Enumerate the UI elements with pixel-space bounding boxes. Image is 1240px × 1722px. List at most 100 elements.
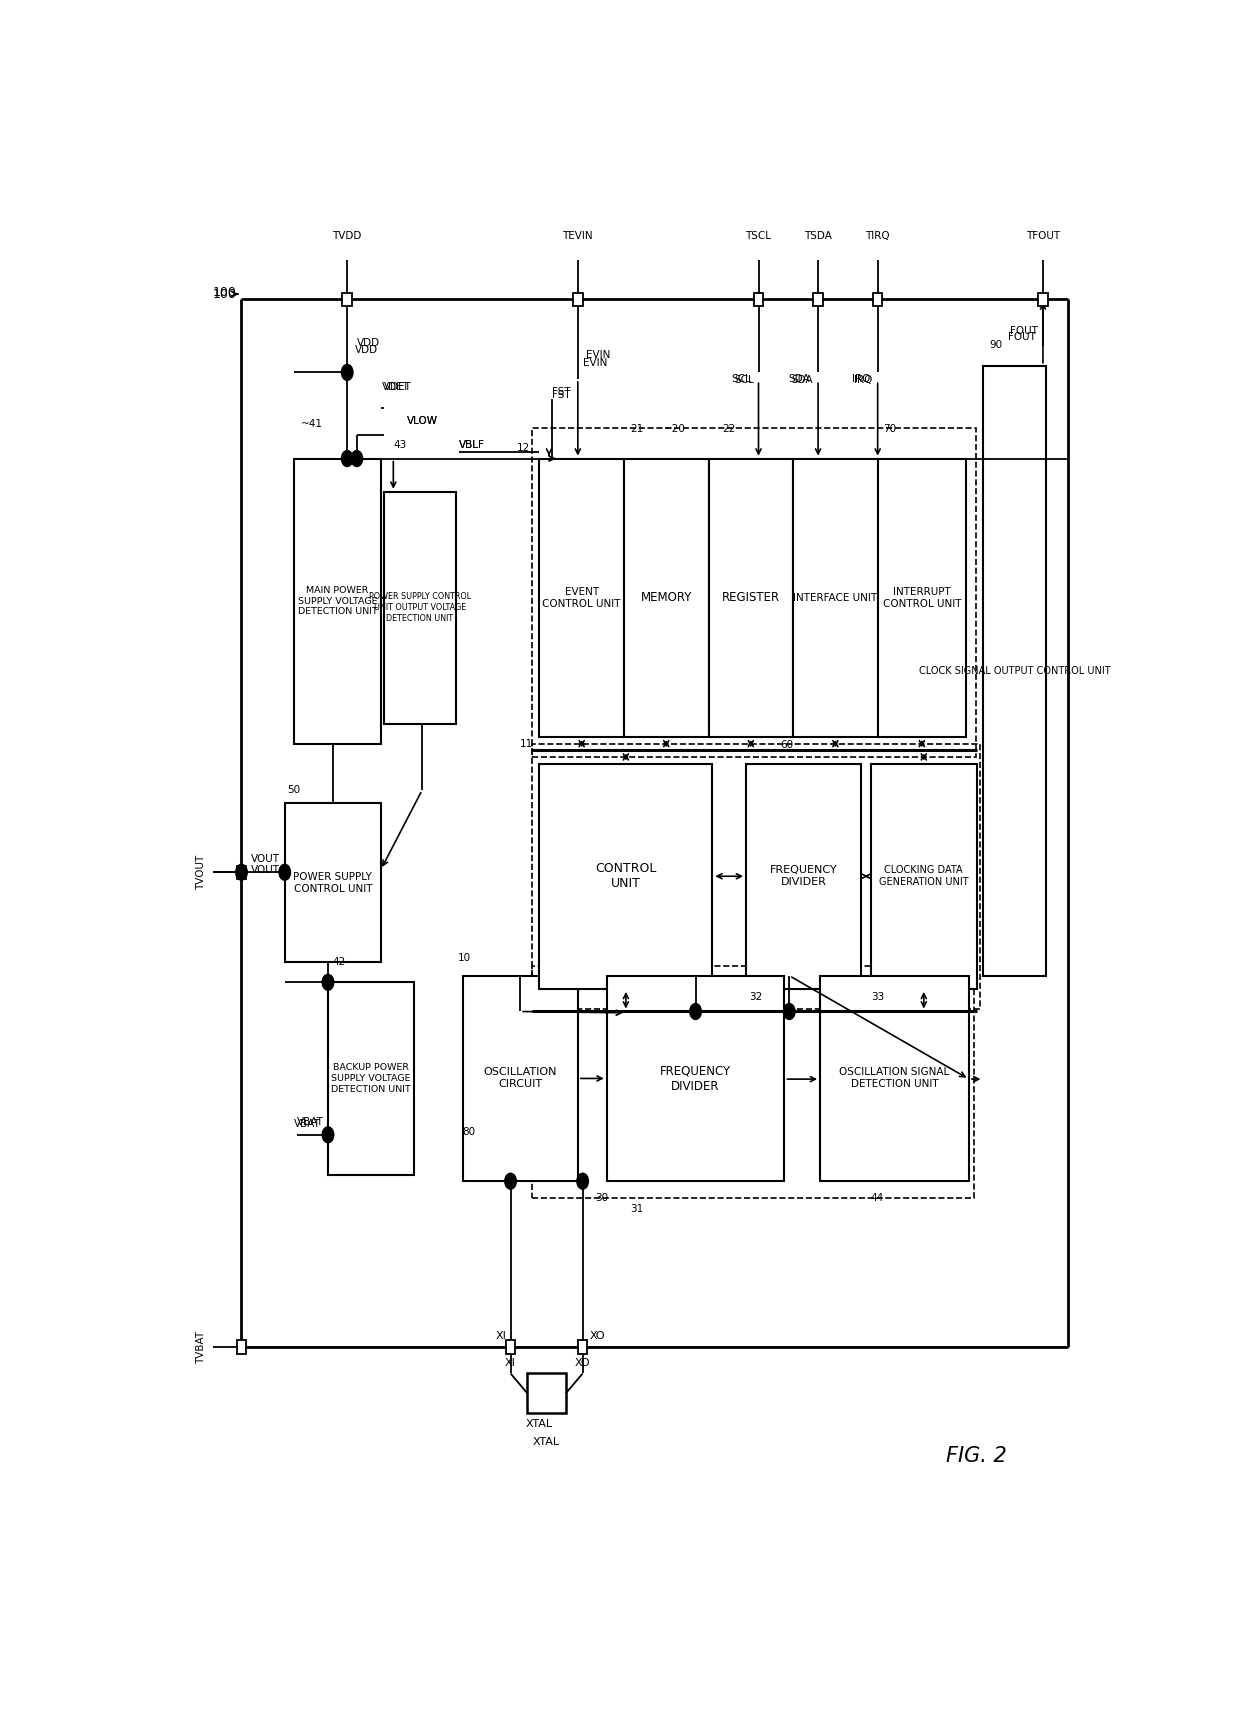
Text: VDET: VDET — [382, 382, 409, 393]
Text: 10: 10 — [458, 954, 471, 963]
Text: BACKUP POWER
SUPPLY VOLTAGE
DETECTION UNIT: BACKUP POWER SUPPLY VOLTAGE DETECTION UN… — [331, 1062, 412, 1093]
Text: CONTROL
UNIT: CONTROL UNIT — [595, 863, 656, 890]
Bar — [383, 492, 456, 723]
Bar — [754, 293, 764, 307]
Bar — [873, 293, 883, 307]
Text: VBAT: VBAT — [298, 1116, 324, 1126]
Bar — [327, 982, 414, 1174]
Text: 31: 31 — [630, 1204, 644, 1214]
Text: FREQUENCY
DIVIDER: FREQUENCY DIVIDER — [660, 1064, 732, 1093]
Bar — [294, 458, 381, 744]
Text: CLOCK SIGNAL OUTPUT CONTROL UNIT: CLOCK SIGNAL OUTPUT CONTROL UNIT — [919, 666, 1111, 675]
Text: 30: 30 — [595, 1193, 609, 1204]
Text: 21: 21 — [631, 424, 644, 434]
Bar — [463, 976, 578, 1181]
Text: INTERRUPT
CONTROL UNIT: INTERRUPT CONTROL UNIT — [883, 587, 961, 610]
Bar — [532, 966, 973, 1199]
Circle shape — [577, 1173, 589, 1190]
Text: 60: 60 — [780, 740, 794, 751]
Bar — [708, 458, 794, 737]
Text: IRQ: IRQ — [852, 374, 870, 384]
Text: VDD: VDD — [357, 338, 379, 348]
Circle shape — [351, 451, 362, 467]
Circle shape — [784, 1004, 795, 1019]
Circle shape — [341, 451, 353, 467]
Text: TFOUT: TFOUT — [1025, 231, 1060, 241]
Text: EVIN: EVIN — [585, 350, 610, 360]
Circle shape — [689, 1004, 702, 1019]
Text: POWER SUPPLY
CONTROL UNIT: POWER SUPPLY CONTROL UNIT — [294, 871, 372, 894]
Text: 44: 44 — [870, 1193, 883, 1204]
Text: TEVIN: TEVIN — [563, 231, 593, 241]
Text: TVDD: TVDD — [332, 231, 362, 241]
Text: XTAL: XTAL — [526, 1419, 553, 1429]
Text: VOUT: VOUT — [250, 864, 280, 875]
Text: OSCILLATION SIGNAL
DETECTION UNIT: OSCILLATION SIGNAL DETECTION UNIT — [839, 1068, 950, 1090]
Text: 11: 11 — [520, 739, 533, 749]
Bar — [532, 744, 981, 1009]
Text: FST: FST — [552, 389, 570, 400]
Text: 12: 12 — [517, 443, 529, 453]
Bar — [606, 976, 785, 1181]
Text: ~41: ~41 — [301, 418, 324, 429]
Bar — [527, 1374, 565, 1414]
Text: VOUT: VOUT — [250, 854, 280, 864]
Text: INTERFACE UNIT: INTERFACE UNIT — [794, 592, 878, 603]
Bar — [342, 293, 352, 307]
Text: SDA: SDA — [789, 374, 811, 384]
Text: XI: XI — [505, 1357, 516, 1367]
Text: FOUT: FOUT — [1008, 332, 1037, 341]
Text: VBAT: VBAT — [294, 1119, 321, 1130]
Text: FST: FST — [552, 387, 570, 398]
Bar — [506, 1340, 516, 1353]
Text: TIRQ: TIRQ — [866, 231, 890, 241]
Text: FREQUENCY
DIVIDER: FREQUENCY DIVIDER — [770, 864, 837, 887]
Text: XO: XO — [589, 1331, 605, 1341]
Text: XTAL: XTAL — [533, 1438, 560, 1446]
Text: VDD: VDD — [355, 344, 378, 355]
Bar — [539, 458, 624, 737]
Text: 100: 100 — [212, 286, 236, 300]
Text: XO: XO — [575, 1357, 590, 1367]
Text: 43: 43 — [393, 441, 407, 451]
Text: SCL: SCL — [732, 374, 751, 384]
Circle shape — [236, 864, 247, 880]
Circle shape — [279, 864, 290, 880]
Text: 70: 70 — [883, 424, 897, 434]
Bar — [573, 293, 583, 307]
Text: 42: 42 — [332, 957, 346, 968]
Text: 22: 22 — [722, 424, 735, 434]
Circle shape — [322, 1126, 334, 1143]
Text: REGISTER: REGISTER — [722, 591, 780, 604]
Bar — [983, 365, 1045, 976]
Text: TVBAT: TVBAT — [196, 1331, 206, 1364]
Bar — [237, 866, 247, 878]
Bar — [285, 802, 381, 963]
Text: VBLF: VBLF — [459, 441, 485, 451]
Text: FIG. 2: FIG. 2 — [946, 1446, 1007, 1465]
Text: 100: 100 — [212, 288, 236, 301]
Text: POWER SUPPLY CONTROL
UNIT OUTPUT VOLTAGE
DETECTION UNIT: POWER SUPPLY CONTROL UNIT OUTPUT VOLTAGE… — [368, 592, 471, 623]
Circle shape — [322, 975, 334, 990]
Bar — [578, 1340, 588, 1353]
Text: EVENT
CONTROL UNIT: EVENT CONTROL UNIT — [542, 587, 621, 610]
Text: VDET: VDET — [383, 382, 412, 393]
Text: OSCILLATION
CIRCUIT: OSCILLATION CIRCUIT — [484, 1068, 557, 1090]
Text: CLOCKING DATA
GENERATION UNIT: CLOCKING DATA GENERATION UNIT — [879, 864, 968, 887]
Text: TSDA: TSDA — [805, 231, 832, 241]
Text: TSCL: TSCL — [745, 231, 771, 241]
Circle shape — [341, 365, 353, 381]
Text: TVOUT: TVOUT — [196, 854, 206, 890]
Text: 80: 80 — [463, 1128, 476, 1137]
Text: 90: 90 — [990, 339, 1002, 350]
Text: 50: 50 — [288, 785, 301, 796]
Text: VLOW: VLOW — [407, 417, 438, 427]
Bar — [820, 976, 968, 1181]
Bar — [539, 763, 713, 988]
Text: 32: 32 — [749, 992, 763, 1002]
Text: MEMORY: MEMORY — [641, 591, 692, 604]
Bar — [813, 293, 823, 307]
Bar — [746, 763, 862, 988]
Circle shape — [505, 1173, 516, 1190]
Bar — [794, 458, 878, 737]
